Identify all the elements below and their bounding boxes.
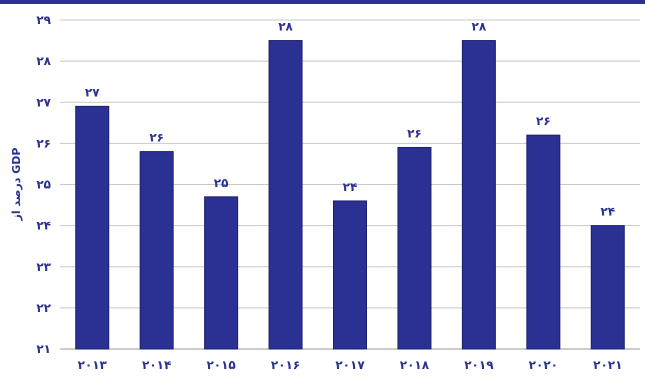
x-tick-label: ۲۰۱۶ xyxy=(271,358,300,372)
bars xyxy=(75,40,625,350)
bar xyxy=(526,134,561,350)
x-tick-label: ۲۰۱۳ xyxy=(78,358,108,372)
bar xyxy=(268,40,303,350)
x-tick-label: ۲۰۱۸ xyxy=(400,358,430,372)
x-tick-label: ۲۰۱۵ xyxy=(206,358,235,372)
x-tick-label: ۲۰۲۱ xyxy=(593,358,622,372)
bar xyxy=(204,196,239,350)
data-label: ۲۴ xyxy=(600,205,615,219)
data-label: ۲۶ xyxy=(536,114,551,128)
data-label: ۲۸ xyxy=(472,20,487,34)
bar xyxy=(139,151,174,350)
y-tick-label: ۲۹ xyxy=(36,13,51,27)
y-tick-label: ۲۸ xyxy=(36,54,51,68)
y-tick-label: ۲۵ xyxy=(36,178,51,192)
top-rule xyxy=(0,0,645,4)
x-tick-label: ۲۰۱۹ xyxy=(464,358,494,372)
data-labels: ۲۷ ۲۶ ۲۵ ۲۸ ۲۴ ۲۶ ۲۸ ۲۶ ۲۴ xyxy=(85,20,615,219)
x-tick-label: ۲۰۱۴ xyxy=(142,358,171,372)
y-tick-label: ۲۱ xyxy=(36,342,51,356)
bar xyxy=(590,225,625,350)
x-tick-label: ۲۰۱۷ xyxy=(335,358,365,372)
data-label: ۲۶ xyxy=(407,126,422,140)
data-label: ۲۷ xyxy=(85,85,100,99)
y-axis-title: درصد از GDP xyxy=(10,148,23,222)
data-label: ۲۵ xyxy=(214,176,229,190)
y-tick-label: ۲۷ xyxy=(36,95,51,109)
x-axis: ۲۰۱۳ ۲۰۱۴ ۲۰۱۵ ۲۰۱۶ ۲۰۱۷ ۲۰۱۸ ۲۰۱۹ ۲۰۲۰ ۲۰۲۱ xyxy=(78,358,623,372)
bar xyxy=(333,200,367,350)
y-tick-label: ۲۴ xyxy=(36,219,51,233)
bar xyxy=(461,40,496,350)
x-tick-label: ۲۰۲۰ xyxy=(529,358,558,372)
y-tick-label: ۲۳ xyxy=(36,260,51,274)
y-axis: ۲۱ ۲۲ ۲۳ ۲۴ ۲۵ ۲۶ ۲۷ ۲۸ ۲۹ xyxy=(36,13,51,356)
data-label: ۲۴ xyxy=(343,180,358,194)
bar xyxy=(397,146,432,350)
data-label: ۲۶ xyxy=(149,131,164,145)
bar xyxy=(75,105,110,350)
data-label: ۲۸ xyxy=(278,20,293,34)
y-tick-label: ۲۶ xyxy=(36,136,51,150)
y-tick-label: ۲۲ xyxy=(36,301,51,315)
